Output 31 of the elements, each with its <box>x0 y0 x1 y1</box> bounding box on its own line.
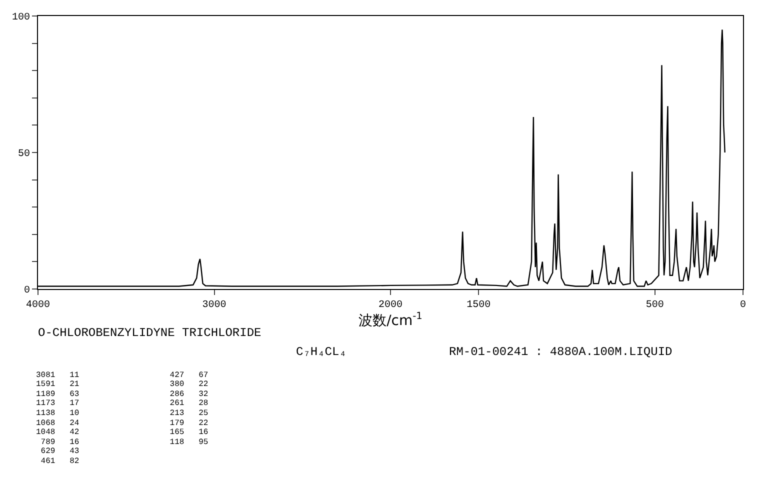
text: 213 25 <box>165 409 208 418</box>
text: 1173 17 <box>36 399 80 408</box>
text: 261 28 <box>165 399 208 408</box>
text: 1138 10 <box>36 409 80 418</box>
x-tick-label: 4000 <box>26 300 50 311</box>
text: 165 16 <box>165 428 208 437</box>
text: 118 95 <box>165 438 208 447</box>
x-tick-label: 0 <box>740 300 746 311</box>
text: 380 22 <box>165 380 208 389</box>
text: 427 67 <box>165 371 208 380</box>
x-tick-label: 500 <box>646 300 664 311</box>
text: 629 43 <box>36 447 80 456</box>
text: O-CHLOROBENZYLIDYNE TRICHLORIDE <box>38 326 262 340</box>
text: 1591 21 <box>36 380 80 389</box>
text: RM-01-00241 : 4880A.100M.LIQUID <box>449 345 672 359</box>
x-tick-label: 1500 <box>466 300 491 311</box>
y-tick-label: 50 <box>18 149 30 160</box>
x-axis-title: 波数/cm$^{-1}$ <box>358 311 422 329</box>
text: C₇H₄CL₄ <box>296 345 346 359</box>
x-tick-label: 2000 <box>378 300 403 311</box>
text: 789 16 <box>36 438 80 447</box>
text: 286 32 <box>165 390 208 399</box>
text: 1068 24 <box>36 419 80 428</box>
y-tick-label: 100 <box>12 12 30 24</box>
text: 179 22 <box>165 419 208 428</box>
text: 3081 11 <box>36 371 80 380</box>
text: 461 82 <box>36 457 80 466</box>
y-tick-label: 0 <box>24 286 30 296</box>
text: 1189 63 <box>36 390 80 399</box>
x-tick-label: 3000 <box>202 300 226 311</box>
text: 1048 42 <box>36 428 80 437</box>
